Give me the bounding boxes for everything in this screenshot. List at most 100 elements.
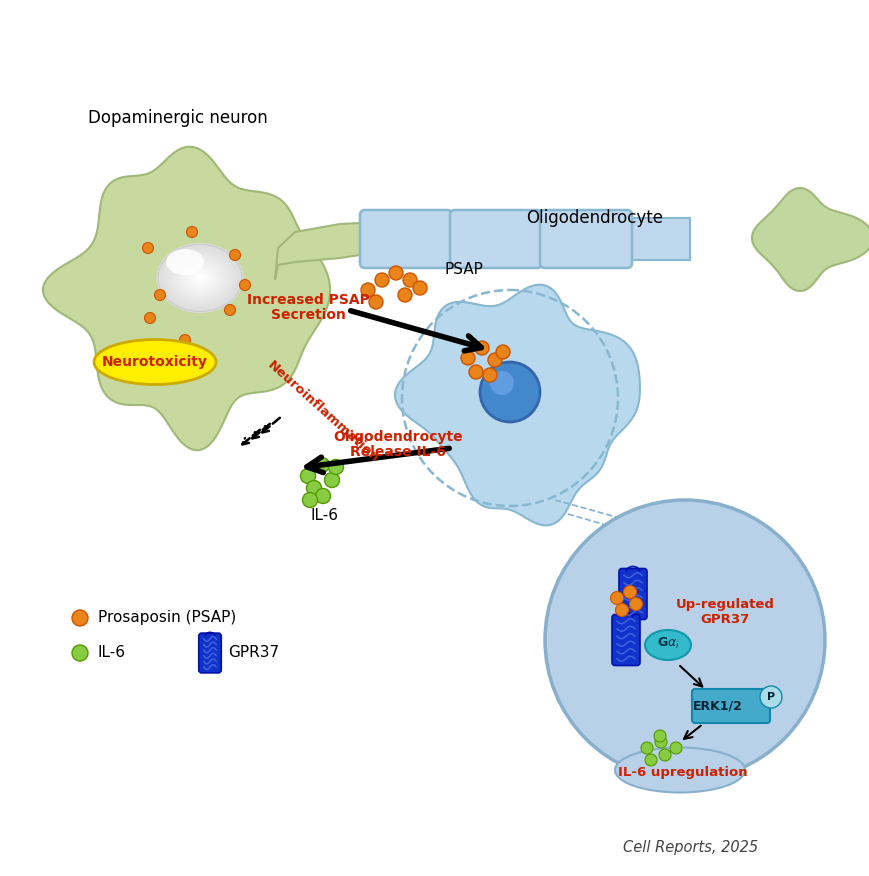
Ellipse shape (163, 249, 236, 307)
Circle shape (72, 645, 88, 661)
Ellipse shape (178, 260, 222, 296)
Ellipse shape (183, 265, 216, 292)
Circle shape (614, 604, 627, 617)
Text: Prosaposin (PSAP): Prosaposin (PSAP) (98, 611, 236, 625)
FancyBboxPatch shape (540, 210, 631, 268)
Ellipse shape (166, 249, 203, 275)
Ellipse shape (182, 264, 217, 293)
FancyBboxPatch shape (360, 210, 452, 268)
Ellipse shape (159, 245, 241, 311)
FancyBboxPatch shape (618, 569, 647, 619)
Text: P: P (766, 692, 774, 702)
Ellipse shape (196, 274, 203, 281)
Ellipse shape (190, 270, 209, 286)
Circle shape (314, 457, 329, 472)
Circle shape (482, 368, 496, 382)
Circle shape (629, 597, 642, 611)
Ellipse shape (157, 244, 242, 312)
Circle shape (328, 460, 343, 475)
Ellipse shape (181, 263, 219, 293)
Ellipse shape (156, 243, 243, 313)
Circle shape (610, 591, 623, 604)
Text: Neurotoxicity: Neurotoxicity (102, 355, 208, 369)
Text: Neuroinflammation: Neuroinflammation (265, 358, 381, 465)
Text: GPR37: GPR37 (700, 613, 749, 626)
Circle shape (302, 492, 317, 507)
Ellipse shape (169, 253, 231, 303)
Ellipse shape (173, 256, 227, 300)
Ellipse shape (185, 265, 215, 290)
Ellipse shape (171, 255, 229, 301)
Circle shape (229, 250, 240, 260)
Circle shape (397, 288, 412, 302)
FancyBboxPatch shape (691, 689, 769, 723)
Circle shape (306, 481, 322, 496)
Text: Dopaminergic neuron: Dopaminergic neuron (88, 109, 268, 127)
Circle shape (239, 279, 250, 291)
Ellipse shape (614, 747, 744, 793)
Ellipse shape (170, 254, 229, 302)
Ellipse shape (644, 630, 690, 660)
FancyBboxPatch shape (360, 218, 689, 260)
Ellipse shape (195, 273, 205, 283)
Ellipse shape (192, 272, 208, 285)
Ellipse shape (94, 340, 216, 385)
Circle shape (388, 266, 402, 280)
Circle shape (368, 295, 382, 309)
Circle shape (658, 749, 670, 761)
Circle shape (474, 341, 488, 355)
FancyBboxPatch shape (198, 633, 221, 673)
Ellipse shape (161, 246, 239, 310)
Circle shape (653, 730, 666, 742)
Circle shape (480, 362, 540, 422)
Circle shape (495, 345, 509, 359)
FancyBboxPatch shape (449, 210, 541, 268)
Circle shape (72, 610, 88, 626)
Text: Release IL-6: Release IL-6 (349, 445, 446, 459)
Circle shape (488, 353, 501, 367)
Ellipse shape (166, 251, 234, 306)
Polygon shape (395, 285, 640, 526)
Circle shape (489, 371, 514, 395)
Circle shape (669, 742, 681, 754)
Ellipse shape (188, 268, 212, 288)
Text: G$\alpha_i$: G$\alpha_i$ (656, 635, 679, 651)
Circle shape (300, 469, 315, 484)
Circle shape (155, 289, 165, 300)
Circle shape (179, 335, 190, 345)
Circle shape (544, 500, 824, 780)
Circle shape (623, 585, 636, 598)
Circle shape (143, 243, 153, 253)
Ellipse shape (162, 247, 238, 308)
Polygon shape (275, 222, 380, 280)
Circle shape (640, 742, 653, 754)
Circle shape (760, 686, 781, 708)
Text: Oligodendrocyte: Oligodendrocyte (526, 209, 663, 227)
Text: Up-regulated: Up-regulated (675, 598, 773, 611)
Text: Oligodendrocyte: Oligodendrocyte (333, 430, 462, 444)
Text: IL-6: IL-6 (98, 646, 126, 661)
Polygon shape (43, 147, 329, 450)
Ellipse shape (176, 259, 222, 297)
Circle shape (375, 273, 388, 287)
Polygon shape (751, 188, 869, 291)
Circle shape (324, 472, 339, 488)
Circle shape (224, 305, 235, 315)
Ellipse shape (193, 272, 206, 284)
Ellipse shape (164, 250, 235, 307)
Text: IL-6: IL-6 (310, 508, 339, 524)
Text: PSAP: PSAP (444, 263, 483, 278)
Circle shape (361, 283, 375, 297)
Circle shape (413, 281, 427, 295)
Circle shape (402, 273, 416, 287)
Text: IL-6 upregulation: IL-6 upregulation (618, 766, 747, 780)
Ellipse shape (167, 251, 232, 304)
Circle shape (654, 736, 667, 748)
Ellipse shape (180, 261, 220, 294)
Circle shape (315, 489, 330, 504)
Ellipse shape (174, 257, 225, 299)
Text: GPR37: GPR37 (228, 646, 279, 661)
Ellipse shape (176, 258, 224, 298)
Ellipse shape (186, 267, 213, 289)
Circle shape (468, 365, 482, 379)
